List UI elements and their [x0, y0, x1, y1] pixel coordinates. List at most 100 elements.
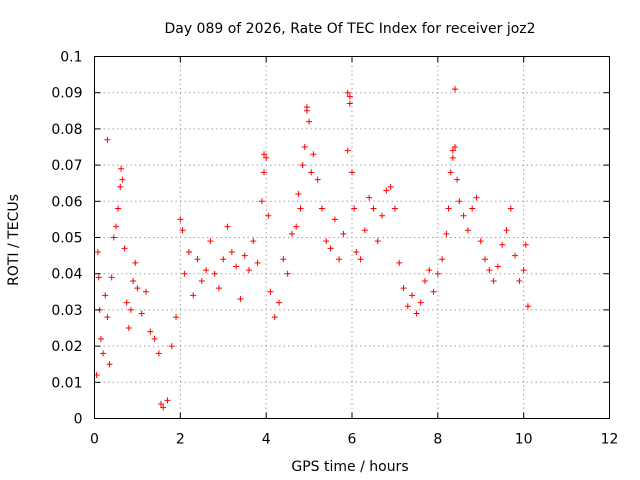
data-point [361, 227, 368, 234]
y-tick-labels: 0 0.01 0.02 0.03 0.04 0.05 0.06 0.07 0.08 0.09 0.1 [51, 50, 82, 428]
data-point [357, 256, 364, 263]
x-tick-label: 0 [90, 432, 99, 448]
data-point [228, 248, 235, 255]
data-point [194, 256, 201, 263]
x-tick-label: 2 [176, 432, 185, 448]
data-point [400, 285, 407, 292]
data-point [421, 277, 428, 284]
chart-title: Day 089 of 2026, Rate Of TEC Index for r… [164, 21, 535, 37]
data-point [115, 205, 122, 212]
data-point [280, 256, 287, 263]
data-point [430, 288, 437, 295]
data-point [344, 89, 351, 96]
data-point [211, 270, 218, 277]
data-point [452, 144, 458, 150]
data-point [121, 245, 128, 252]
data-point [295, 191, 302, 198]
data-point [516, 277, 523, 284]
y-tick-label: 0.07 [51, 158, 82, 174]
data-point [155, 350, 162, 357]
data-point [100, 350, 107, 357]
x-tick-label: 12 [601, 432, 619, 448]
data-point [346, 100, 353, 107]
data-point [379, 212, 386, 219]
data-point [303, 107, 310, 114]
data-point [507, 205, 514, 212]
data-point [310, 151, 317, 158]
data-point [198, 277, 205, 284]
data-point [203, 267, 210, 274]
data-point [215, 285, 222, 292]
data-point [370, 205, 377, 212]
x-tick-labels: 0 2 4 6 8 10 12 [90, 432, 618, 448]
data-point [112, 223, 119, 230]
data-point [524, 303, 531, 310]
data-point [346, 93, 353, 100]
x-tick-label: 10 [515, 432, 533, 448]
data-point [323, 238, 330, 245]
data-point [503, 227, 510, 234]
data-point [340, 230, 347, 237]
data-point [434, 270, 441, 277]
y-tick-label: 0.1 [60, 50, 82, 66]
data-point [134, 285, 141, 292]
data-point [168, 343, 175, 350]
data-point [276, 299, 283, 306]
data-point [125, 325, 132, 331]
data-point [246, 267, 252, 274]
data-point [490, 277, 497, 284]
data-point [241, 252, 248, 259]
y-tick-label: 0.01 [51, 375, 82, 391]
data-point [314, 176, 321, 183]
data-point [351, 205, 358, 212]
data-point [138, 310, 145, 317]
y-tick-label: 0.05 [51, 231, 82, 247]
y-tick-label: 0.08 [51, 122, 82, 138]
data-point [147, 328, 154, 335]
data-point [267, 288, 274, 295]
data-point [108, 274, 115, 281]
data-point [104, 136, 111, 143]
y-tick-label: 0 [74, 412, 83, 428]
data-point [293, 223, 300, 230]
data-point [265, 212, 272, 219]
data-point [297, 205, 304, 212]
data-point [263, 154, 270, 161]
data-point [512, 252, 519, 259]
data-point [258, 198, 265, 205]
data-point [110, 234, 117, 241]
y-tick-label: 0.03 [51, 303, 82, 319]
grid [94, 56, 610, 419]
data-point [254, 259, 261, 266]
data-points [93, 86, 531, 411]
data-point [261, 151, 268, 158]
data-point [449, 147, 456, 154]
y-axis-label: ROTI / TECUs [6, 194, 22, 286]
data-point [473, 194, 480, 201]
data-point [97, 335, 104, 342]
data-point [439, 256, 446, 263]
data-point [119, 176, 126, 183]
data-point [132, 259, 139, 266]
y-tick-label: 0.02 [51, 339, 82, 355]
data-point [237, 296, 244, 303]
data-point [233, 263, 240, 270]
data-point [288, 230, 295, 237]
data-point [344, 147, 351, 154]
x-tick-label: 4 [262, 432, 271, 448]
data-point [469, 205, 476, 212]
data-point [284, 270, 291, 277]
data-point [190, 292, 197, 299]
y-tick-label: 0.09 [51, 86, 82, 102]
data-point [494, 263, 501, 270]
x-axis-label: GPS time / hours [291, 459, 408, 475]
data-point [318, 205, 325, 212]
data-point [308, 169, 315, 176]
data-point [143, 288, 149, 295]
y-tick-label: 0.04 [51, 267, 82, 283]
x-tick-label: 6 [348, 432, 357, 448]
data-point [220, 256, 227, 263]
data-point [207, 238, 214, 245]
data-point [426, 267, 433, 274]
